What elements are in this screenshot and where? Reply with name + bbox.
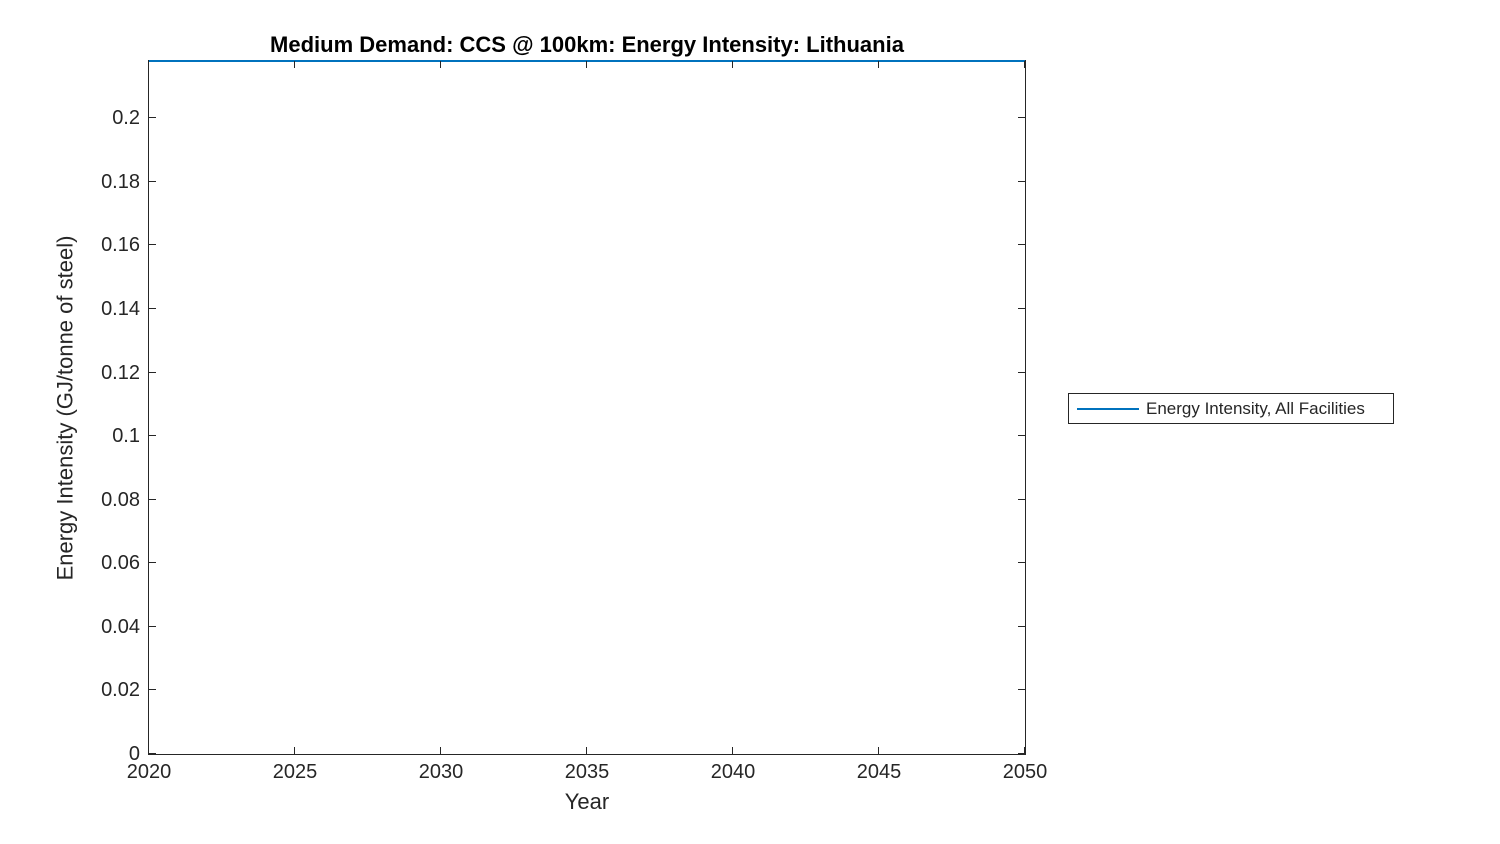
x-tick-label: 2050 <box>1002 761 1048 783</box>
y-tick-label: 0 <box>128 743 140 765</box>
y-tick <box>149 689 156 691</box>
y-tick <box>149 371 156 373</box>
y-tick-label: 0.14 <box>101 297 140 320</box>
x-axis-label: Year <box>564 789 610 814</box>
y-tick-label: 0.04 <box>101 615 140 638</box>
x-tick-top <box>1024 61 1025 68</box>
y-tick-label: 0.16 <box>101 234 140 257</box>
x-tick-top <box>878 61 879 68</box>
y-tick <box>149 562 156 564</box>
chart-title: Medium Demand: CCS @ 100km: Energy Inten… <box>270 32 904 57</box>
x-tick <box>294 747 295 754</box>
y-tick <box>149 117 156 119</box>
y-axis-label: Energy Intensity (GJ/tonne of steel) <box>52 235 78 581</box>
y-tick-label: 0.08 <box>101 488 140 511</box>
x-tick-label: 2035 <box>564 761 610 783</box>
series-line-svg <box>149 60 1025 62</box>
x-tick-top <box>294 61 295 68</box>
x-tick-top <box>148 61 149 68</box>
y-tick-right <box>1018 244 1025 246</box>
y-tick-right <box>1018 562 1025 564</box>
x-tick-label: 2030 <box>418 761 464 783</box>
x-tick-top <box>586 61 587 68</box>
x-tick <box>732 747 733 754</box>
y-tick <box>149 244 156 246</box>
y-tick <box>149 753 156 754</box>
y-tick-label: 0.12 <box>101 361 140 384</box>
y-tick-right <box>1018 689 1025 691</box>
plot-area: 2020 2025 2030 2035 2040 2045 2050 0 0.02 0.04 0.0… <box>101 60 1047 783</box>
legend-line-sample-icon <box>1077 407 1139 410</box>
legend: Energy Intensity, All Facilities <box>1068 393 1394 424</box>
x-tick <box>878 747 879 754</box>
y-tick <box>149 180 156 182</box>
y-tick <box>149 498 156 500</box>
x-tick-top <box>732 61 733 68</box>
x-tick <box>1024 747 1025 754</box>
y-tick-right <box>1018 371 1025 373</box>
y-tick-label: 0.18 <box>101 170 140 193</box>
y-tick-right <box>1018 307 1025 309</box>
y-tick <box>149 435 156 437</box>
x-tick-label: 2040 <box>710 761 756 783</box>
y-tick-right <box>1018 180 1025 182</box>
x-tick-label: 2020 <box>126 761 172 783</box>
x-tick <box>586 747 587 754</box>
x-tick-label: 2045 <box>856 761 902 783</box>
y-tick-label: 0.1 <box>112 425 140 448</box>
y-tick-right <box>1018 498 1025 500</box>
y-tick <box>149 625 156 627</box>
y-tick-label: 0.06 <box>101 552 140 575</box>
x-tick <box>148 747 149 754</box>
legend-entry-label: Energy Intensity, All Facilities <box>1146 398 1365 418</box>
y-tick <box>149 307 156 309</box>
y-tick-right <box>1018 753 1025 754</box>
y-tick-label: 0.02 <box>101 679 140 702</box>
y-tick-label: 0.2 <box>112 107 140 130</box>
x-tick-top <box>440 61 441 68</box>
x-tick <box>440 747 441 754</box>
y-tick-right <box>1018 435 1025 437</box>
y-tick-right <box>1018 117 1025 119</box>
y-tick-right <box>1018 625 1025 627</box>
x-tick-label: 2025 <box>272 761 318 783</box>
